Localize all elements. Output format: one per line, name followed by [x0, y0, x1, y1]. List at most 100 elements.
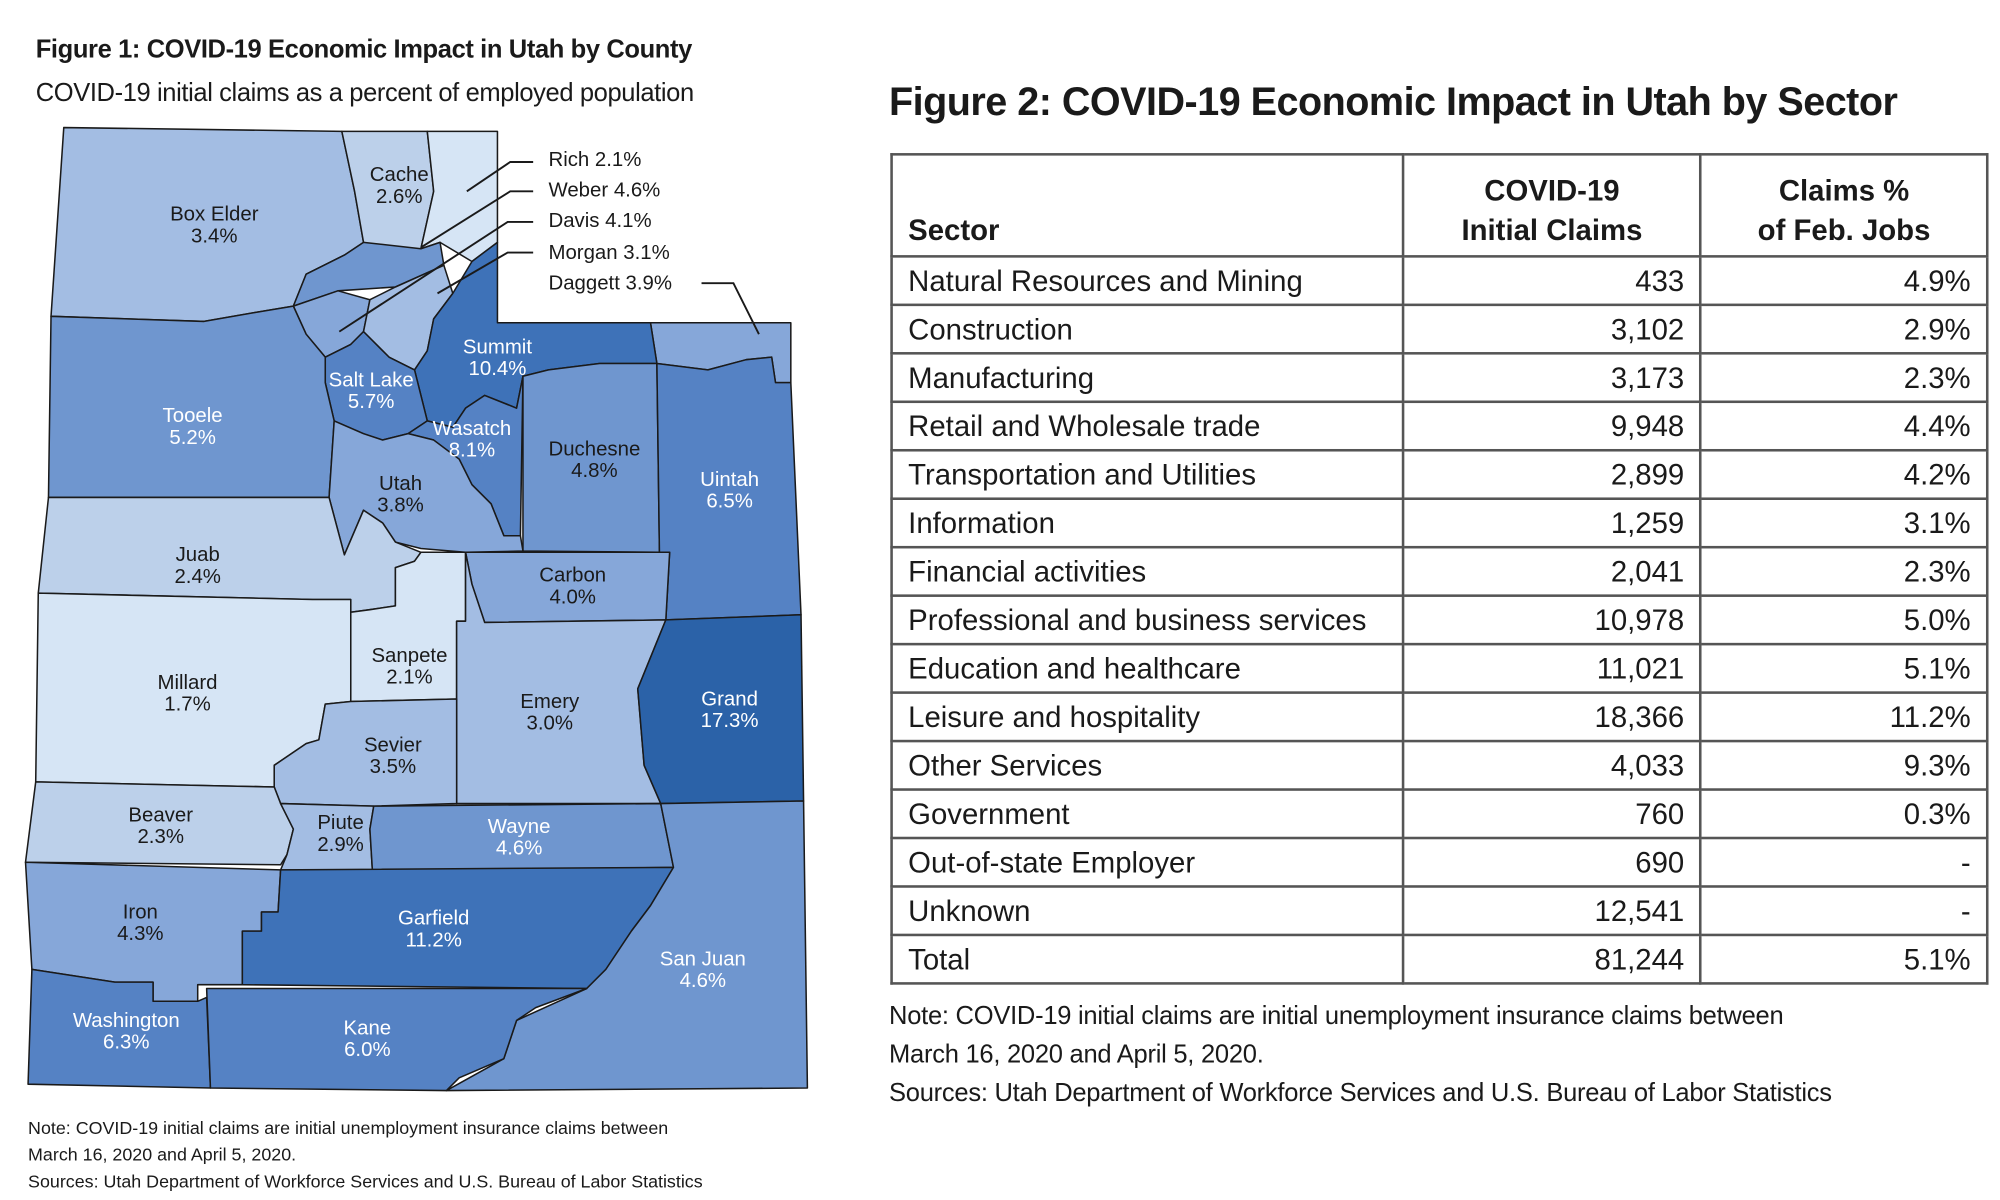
table-row: Retail and Wholesale trade 9,948 4.4% — [890, 400, 1989, 452]
cell-initial-claims: 18,366 — [1401, 691, 1703, 743]
cell-initial-claims: 12,541 — [1401, 885, 1703, 937]
cell-claims-pct: 2.3% — [1699, 545, 1989, 597]
cell-sector: Other Services — [890, 739, 1405, 791]
cell-sector: Information — [890, 497, 1405, 549]
callout-label-morgan: Morgan 3.1% — [548, 242, 669, 264]
utah-county-map: Box Elder 3.4% Cache 2.6% Rich 2.1% Weber 4.6… — [24, 126, 809, 1092]
figure2-title: Figure 2: COVID-19 Economic Impact in Ut… — [889, 79, 1898, 124]
cell-initial-claims: 3,173 — [1401, 352, 1703, 404]
table-row: Financial activities 2,041 2.3% — [890, 545, 1989, 597]
county-label-wasatch: Wasatch 8.1% — [433, 418, 512, 462]
county-label-millard: Millard 1.7% — [157, 672, 217, 716]
cell-initial-claims: 3,102 — [1401, 303, 1703, 355]
county-san-juan — [445, 800, 809, 1092]
cell-initial-claims: 2,899 — [1401, 448, 1703, 500]
table-row: Professional and business services 10,978… — [890, 594, 1989, 646]
cell-claims-pct: 11.2% — [1699, 691, 1989, 743]
table-header-row: Sector COVID-19 Initial Claims Claims % of… — [890, 153, 1989, 258]
cell-sector: Construction — [890, 303, 1405, 355]
table-row: Unknown 12,541- — [890, 885, 1989, 937]
cell-initial-claims: 4,033 — [1401, 739, 1703, 791]
county-label-salt-lake: Salt Lake 5.7% — [329, 369, 414, 413]
callout-line-daggett — [701, 282, 760, 335]
cell-sector: Manufacturing — [890, 352, 1405, 404]
note-line-2: March 16, 2020 and April 5, 2020. — [28, 1144, 297, 1165]
cell-sector: Out-of-state Employer — [890, 836, 1405, 888]
county-label-wayne: Wayne 4.6% — [488, 816, 551, 860]
note-line-1: Note: COVID-19 initial claims are initia… — [889, 1002, 1784, 1031]
cell-initial-claims: 11,021 — [1401, 642, 1703, 694]
figure1-subtitle: COVID-19 initial claims as a percent of … — [35, 79, 694, 108]
figure1-title: Figure 1: COVID-19 Economic Impact in Ut… — [35, 35, 693, 64]
cell-sector: Government — [890, 788, 1405, 840]
cell-claims-pct: 4.2% — [1699, 448, 1989, 500]
callout-label-daggett: Daggett 3.9% — [548, 273, 672, 295]
county-label-tooele: Tooele 5.2% — [163, 405, 223, 449]
cell-sector: Professional and business services — [890, 594, 1405, 646]
county-label-grand: Grand 17.3% — [701, 688, 759, 732]
cell-claims-pct: 0.3% — [1699, 788, 1989, 840]
table-row: Transportation and Utilities 2,899 4.2% — [890, 448, 1989, 500]
county-label-box-elder: Box Elder 3.4% — [170, 204, 259, 248]
table-row: Other Services 4,033 9.3% — [890, 739, 1989, 791]
table-row: Construction 3,102 2.9% — [890, 303, 1989, 355]
county-label-beaver: Beaver 2.3% — [128, 804, 193, 848]
cell-claims-pct: - — [1699, 885, 1989, 937]
callout-line-weber — [420, 190, 534, 249]
cell-sector: Leisure and hospitality — [890, 691, 1405, 743]
sources-line: Sources: Utah Department of Workforce Se… — [28, 1170, 703, 1192]
cell-sector: Total — [890, 933, 1405, 985]
cell-claims-pct: 5.0% — [1699, 594, 1989, 646]
table-row: Information 1,259 3.1% — [890, 497, 1989, 549]
county-label-iron: Iron 4.3% — [117, 901, 163, 945]
cell-sector: Transportation and Utilities — [890, 448, 1405, 500]
county-washington — [27, 968, 212, 1089]
callout-label-weber: Weber 4.6% — [548, 179, 660, 201]
table-row: Out-of-state Employer 690- — [890, 836, 1989, 888]
cell-claims-pct: 2.9% — [1699, 303, 1989, 355]
county-label-juab: Juab 2.4% — [174, 544, 220, 588]
county-label-washington: Washington 6.3% — [73, 1010, 180, 1054]
county-label-sanpete: Sanpete 2.1% — [371, 645, 447, 689]
cell-sector: Unknown — [890, 885, 1405, 937]
sources-line: Sources: Utah Department of Workforce Se… — [889, 1079, 1832, 1108]
cell-initial-claims: 690 — [1401, 836, 1703, 888]
sector-table: Sector COVID-19 Initial Claims Claims % of… — [890, 153, 1989, 985]
header-initial-claims: COVID-19 Initial Claims — [1401, 153, 1703, 258]
figure2-note: Note: COVID-19 initial claims are initia… — [889, 997, 1832, 1112]
cell-initial-claims: 760 — [1401, 788, 1703, 840]
county-label-san-juan: San Juan 4.6% — [660, 949, 746, 993]
county-label-duchesne: Duchesne 4.8% — [548, 438, 640, 482]
cell-claims-pct: 5.1% — [1699, 933, 1989, 985]
county-kane — [205, 987, 588, 1092]
cell-sector: Education and healthcare — [890, 642, 1405, 694]
cell-sector: Retail and Wholesale trade — [890, 400, 1405, 452]
county-label-sevier: Sevier 3.5% — [364, 734, 422, 778]
cell-claims-pct: 3.1% — [1699, 497, 1989, 549]
cell-claims-pct: 4.9% — [1699, 255, 1989, 307]
table-row: Natural Resources and Mining 433 4.9% — [890, 255, 1989, 307]
cell-claims-pct: 9.3% — [1699, 739, 1989, 791]
table-row: Government 760 0.3% — [890, 788, 1989, 840]
cell-claims-pct: - — [1699, 836, 1989, 888]
table-row: Total 81,244 5.1% — [890, 933, 1989, 985]
table-row: Leisure and hospitality 18,366 11.2% — [890, 691, 1989, 743]
county-label-utah: Utah 3.8% — [377, 473, 423, 517]
table-row: Education and healthcare 11,021 5.1% — [890, 642, 1989, 694]
county-label-summit: Summit 10.4% — [463, 336, 532, 380]
county-label-garfield: Garfield 11.2% — [398, 908, 469, 952]
callout-line-davis — [338, 220, 534, 333]
callout-label-davis: Davis 4.1% — [548, 210, 651, 232]
county-tooele — [47, 305, 335, 499]
county-label-uintah: Uintah 6.5% — [700, 469, 759, 513]
callout-label-rich: Rich 2.1% — [548, 149, 641, 171]
cell-sector: Natural Resources and Mining — [890, 255, 1405, 307]
cell-initial-claims: 10,978 — [1401, 594, 1703, 646]
county-label-carbon: Carbon 4.0% — [539, 565, 606, 609]
county-label-cache: Cache 2.6% — [370, 164, 429, 208]
cell-claims-pct: 2.3% — [1699, 352, 1989, 404]
county-label-piute: Piute 2.9% — [317, 812, 363, 856]
county-rich — [420, 130, 499, 263]
cell-claims-pct: 5.1% — [1699, 642, 1989, 694]
